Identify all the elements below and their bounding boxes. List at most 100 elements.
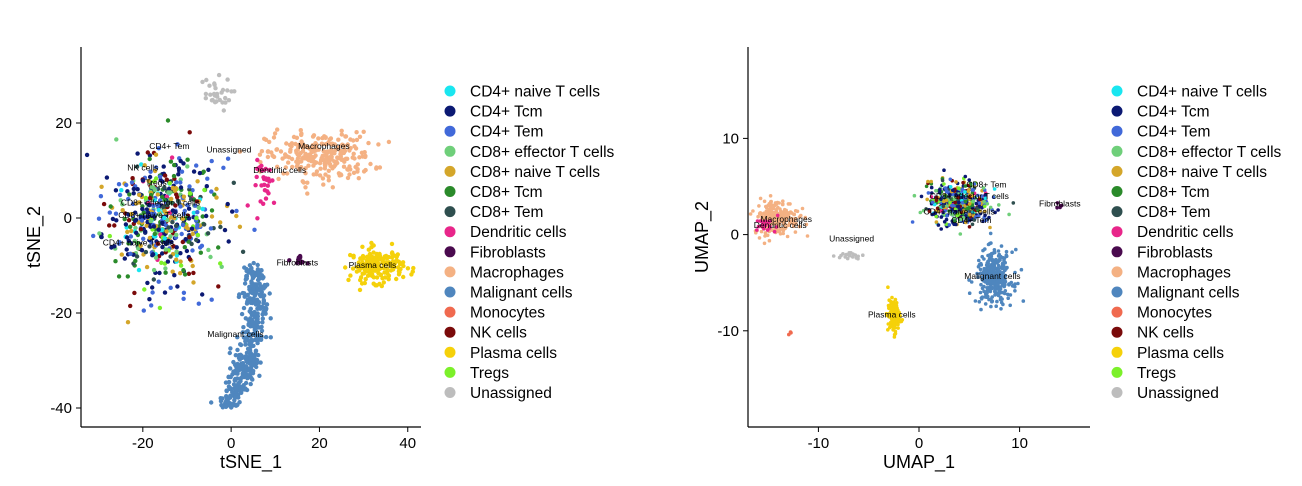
data-point — [765, 233, 770, 238]
data-point — [241, 325, 246, 330]
data-point — [99, 234, 104, 240]
legend-label: CD4+ naive T cells — [470, 84, 600, 101]
y-tick-label: 0 — [731, 227, 739, 244]
data-point — [778, 207, 782, 211]
data-point — [255, 340, 260, 346]
data-point — [953, 219, 957, 223]
data-point — [994, 304, 998, 309]
data-point — [980, 286, 985, 291]
data-point — [226, 239, 231, 244]
data-point — [178, 251, 183, 256]
data-point — [123, 222, 129, 227]
data-point — [139, 162, 144, 167]
data-point — [850, 255, 855, 259]
data-point — [244, 301, 250, 306]
data-point — [208, 254, 213, 260]
data-point — [778, 232, 783, 236]
legend-label: Fibroblasts — [470, 244, 546, 261]
data-point — [259, 268, 264, 273]
legend-label: Unassigned — [470, 385, 552, 402]
y-tick-label: -10 — [717, 323, 739, 340]
data-point — [336, 145, 341, 150]
data-point — [1001, 270, 1005, 275]
data-point — [164, 229, 169, 234]
data-point — [184, 248, 190, 254]
data-point — [255, 277, 261, 283]
data-point — [205, 176, 210, 181]
data-point — [963, 190, 967, 194]
data-point — [317, 161, 323, 166]
data-point — [219, 90, 224, 95]
data-point — [120, 208, 125, 213]
cluster-annotation: Unassigned — [206, 144, 251, 154]
data-point — [230, 372, 235, 377]
data-point — [886, 322, 891, 326]
data-point — [991, 195, 996, 199]
data-point — [760, 224, 764, 228]
data-point — [912, 193, 917, 198]
data-point — [948, 200, 952, 205]
legend-label: Macrophages — [1137, 264, 1231, 281]
data-point — [237, 389, 243, 394]
data-point — [152, 187, 158, 193]
data-point — [182, 208, 187, 214]
data-point — [239, 375, 245, 380]
data-point — [127, 192, 132, 197]
data-point — [247, 284, 252, 290]
data-point — [951, 188, 955, 192]
data-point — [957, 200, 961, 205]
data-point — [756, 224, 761, 229]
legend-label: Dendritic cells — [470, 224, 567, 241]
data-point — [302, 143, 308, 149]
legend-label: CD8+ Tcm — [1137, 184, 1210, 201]
legend-item: CD4+ Tcm — [444, 104, 543, 121]
data-point — [166, 190, 171, 195]
legend-item: CD8+ Tcm — [1111, 184, 1210, 201]
data-point — [250, 320, 256, 325]
data-point — [990, 299, 994, 304]
data-point — [288, 149, 293, 154]
legend-label: Fibroblasts — [1137, 244, 1213, 261]
data-point — [247, 309, 252, 314]
data-point — [993, 289, 997, 293]
data-point — [787, 214, 791, 219]
y-tick-label: 0 — [64, 210, 72, 227]
data-point — [333, 147, 338, 153]
data-point — [145, 150, 150, 155]
legend-swatch — [444, 346, 456, 358]
data-point — [947, 209, 951, 213]
data-point — [297, 167, 302, 172]
data-point — [386, 254, 391, 260]
data-point — [185, 202, 190, 208]
data-point — [956, 195, 960, 200]
data-point — [978, 197, 982, 202]
data-point — [227, 350, 232, 356]
data-point — [774, 222, 779, 226]
cluster-annotation: Dendritic cells — [253, 165, 306, 175]
data-point — [126, 196, 131, 202]
data-point — [182, 245, 187, 250]
data-point — [162, 208, 167, 214]
data-point — [984, 263, 989, 267]
legend-label: CD8+ naive T cells — [470, 164, 600, 181]
data-point — [967, 202, 972, 206]
data-point — [280, 156, 285, 161]
data-point — [265, 183, 270, 188]
data-point — [320, 176, 326, 181]
points-layer — [84, 72, 416, 410]
data-point — [756, 214, 760, 219]
legend-swatch — [444, 366, 456, 378]
data-point — [982, 204, 987, 209]
data-point — [341, 143, 347, 148]
data-point — [800, 206, 805, 211]
data-point — [1002, 274, 1007, 279]
data-point — [166, 225, 171, 230]
data-point — [194, 225, 200, 230]
data-point — [198, 250, 203, 255]
data-point — [162, 236, 167, 241]
data-point — [1021, 299, 1026, 303]
data-point — [163, 270, 168, 275]
data-point — [948, 192, 952, 197]
data-point — [147, 174, 153, 180]
data-point — [356, 176, 361, 181]
